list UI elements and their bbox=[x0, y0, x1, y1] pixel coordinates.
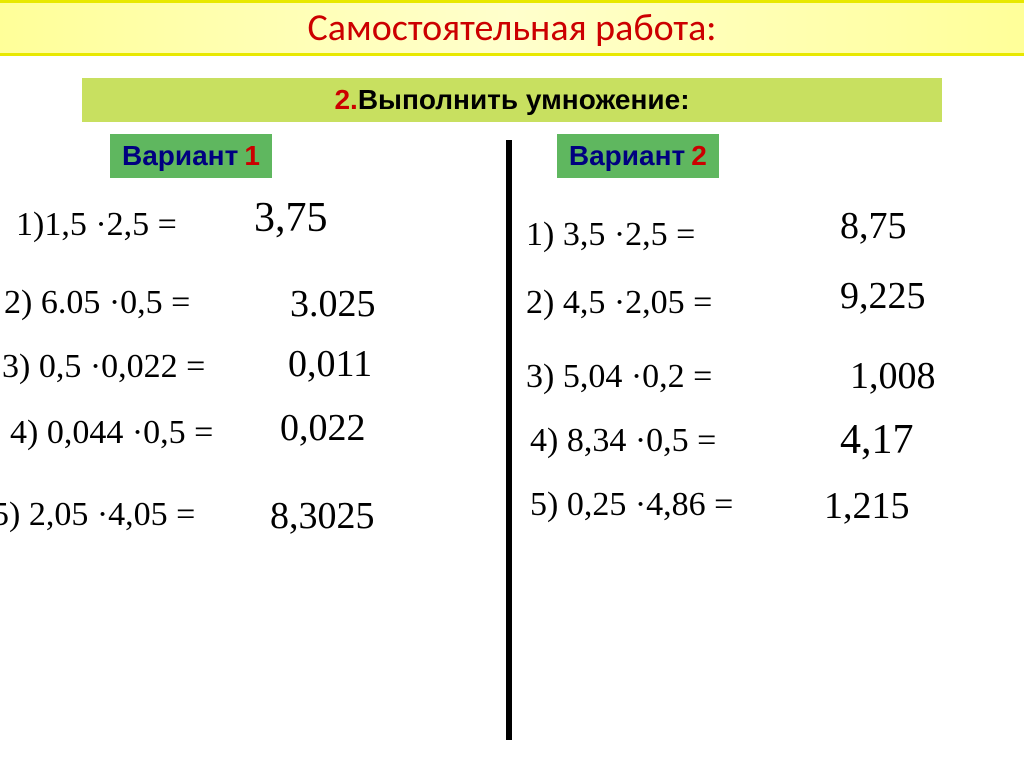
v2-problem-4: 4) 8,34 ·0,5 = bbox=[530, 422, 716, 460]
v1-answer-5: 8,3025 bbox=[270, 494, 375, 538]
v1-problem-4: 4) 0,044 ·0,5 = bbox=[10, 414, 213, 452]
v2-problem-1: 1) 3,5 ·2,5 = bbox=[526, 216, 695, 254]
v1-answer-4: 0,022 bbox=[280, 406, 366, 450]
variant-2-number: 2 bbox=[691, 140, 707, 172]
subtitle-bar: 2. Выполнить умножение: bbox=[82, 78, 942, 122]
v1-answer-2: 3.025 bbox=[290, 282, 376, 326]
v2-answer-5: 1,215 bbox=[824, 484, 910, 528]
v2-answer-2: 9,225 bbox=[840, 274, 926, 318]
v1-problem-3: 3) 0,5 ·0,022 = bbox=[2, 348, 205, 386]
v2-answer-1: 8,75 bbox=[840, 204, 907, 248]
subtitle-text: Выполнить умножение: bbox=[358, 84, 690, 116]
page-title: Самостоятельная работа: bbox=[308, 5, 717, 51]
variant-1-number: 1 bbox=[244, 140, 260, 172]
variant-1-label: Вариант bbox=[122, 140, 238, 172]
v1-problem-1: 1)1,5 ·2,5 = bbox=[16, 206, 177, 244]
v2-problem-2: 2) 4,5 ·2,05 = bbox=[526, 284, 712, 322]
v1-problem-2: 2) 6.05 ·0,5 = bbox=[4, 284, 190, 322]
variants-row: Вариант 1 Вариант 2 bbox=[0, 134, 1024, 178]
v1-problem-5: 5) 2,05 ·4,05 = bbox=[0, 496, 195, 534]
v2-answer-3: 1,008 bbox=[850, 354, 936, 398]
v2-problem-5: 5) 0,25 ·4,86 = bbox=[530, 486, 733, 524]
v2-answer-4: 4,17 bbox=[840, 416, 914, 464]
variant-2-badge: Вариант 2 bbox=[557, 134, 719, 178]
vertical-divider bbox=[506, 140, 512, 740]
variant-1-badge: Вариант 1 bbox=[110, 134, 272, 178]
variant-2-label: Вариант bbox=[569, 140, 685, 172]
v1-answer-1: 3,75 bbox=[254, 194, 328, 242]
title-bar: Самостоятельная работа: bbox=[0, 0, 1024, 56]
subtitle-number: 2. bbox=[334, 84, 357, 116]
v1-answer-3: 0,011 bbox=[288, 342, 372, 386]
v2-problem-3: 3) 5,04 ·0,2 = bbox=[526, 358, 712, 396]
